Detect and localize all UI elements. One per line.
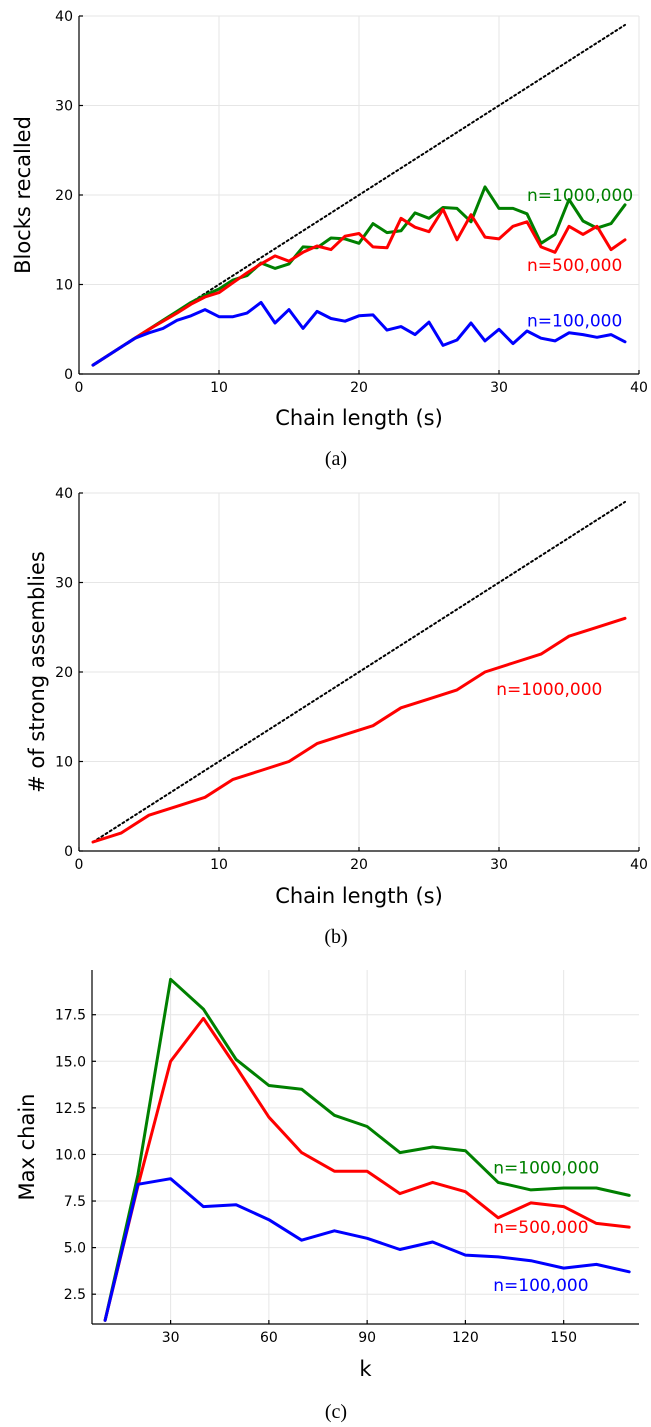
x-tick-label: 120	[452, 1330, 479, 1346]
chart-panel-2: 0 10 20 30 40 0 10 20 30 40 n=1000,000 Chain length…	[25, 486, 648, 948]
chart-panel-3: 30 60 90 120 150 2.5 5.0 7.5 10.0 12.5 15.0 17.5 n=1…	[15, 970, 639, 1423]
series-annotation-n-1000-000: n=1000,000	[527, 186, 633, 206]
y-tick-label: 20	[55, 188, 73, 204]
y-tick-label: 10.0	[55, 1147, 86, 1163]
y-axis-label: Blocks recalled	[11, 116, 35, 274]
series-annotation-n-100-000: n=100,000	[527, 311, 622, 331]
series-annotation-n-1000-000: n=1000,000	[493, 1158, 599, 1178]
chart-panel-1: 0 10 20 30 40 0 10 20 30 40 n=1000,000 n=500,000 n=1…	[11, 9, 648, 470]
y-tick-label: 17.5	[55, 1008, 86, 1024]
x-axis-label: k	[359, 1357, 372, 1381]
series-annotation-n-500-000: n=500,000	[493, 1218, 588, 1238]
series-line-n-500-000	[103, 1016, 631, 1322]
y-tick-label: 30	[55, 99, 73, 115]
x-axis-label: Chain length (s)	[275, 406, 443, 430]
y-tick-label: 10	[55, 278, 73, 294]
panel-caption: (a)	[325, 448, 347, 470]
y-tick-label: 2.5	[64, 1287, 86, 1303]
y-tick-label: 10	[55, 755, 73, 771]
x-axis-label: Chain length (s)	[275, 884, 443, 908]
y-tick-label: 20	[55, 665, 73, 681]
y-axis-label: # of strong assemblies	[25, 551, 49, 793]
x-tick-label: 40	[630, 380, 648, 396]
series-line-n-500-000	[91, 207, 627, 367]
panel-caption: (c)	[325, 1401, 347, 1423]
series-annotation-n-500-000: n=500,000	[527, 256, 622, 276]
x-tick-label: 10	[210, 380, 228, 396]
x-tick-label: 60	[260, 1330, 278, 1346]
y-tick-label: 5.0	[64, 1241, 86, 1257]
x-tick-label: 0	[75, 380, 84, 396]
y-tick-label: 0	[64, 844, 73, 860]
y-tick-label: 7.5	[64, 1194, 86, 1210]
y-tick-label: 0	[64, 367, 73, 383]
series-annotation-n-100-000: n=100,000	[493, 1276, 588, 1296]
series-line-n-100-000	[103, 1177, 631, 1322]
x-tick-label: 30	[490, 857, 508, 873]
y-tick-label: 12.5	[55, 1101, 86, 1117]
x-tick-label: 30	[490, 380, 508, 396]
x-tick-label: 90	[358, 1330, 376, 1346]
series-annotation-n-1000-000: n=1000,000	[496, 680, 602, 700]
reference-diagonal-line	[92, 500, 626, 844]
panel-caption: (b)	[324, 926, 347, 948]
y-tick-label: 15.0	[55, 1054, 86, 1070]
x-tick-label: 150	[550, 1330, 577, 1346]
y-tick-label: 40	[55, 9, 73, 25]
x-tick-label: 0	[75, 857, 84, 873]
x-tick-label: 20	[350, 857, 368, 873]
x-tick-label: 30	[162, 1330, 180, 1346]
series-line-n-1000-000	[91, 616, 627, 844]
series-line-n-100-000	[91, 300, 627, 367]
x-tick-label: 20	[350, 380, 368, 396]
x-tick-label: 10	[210, 857, 228, 873]
y-tick-label: 30	[55, 576, 73, 592]
x-tick-label: 40	[630, 857, 648, 873]
y-tick-label: 40	[55, 486, 73, 502]
y-axis-label: Max chain	[15, 1094, 39, 1201]
series-line-n-1000-000	[103, 977, 631, 1322]
